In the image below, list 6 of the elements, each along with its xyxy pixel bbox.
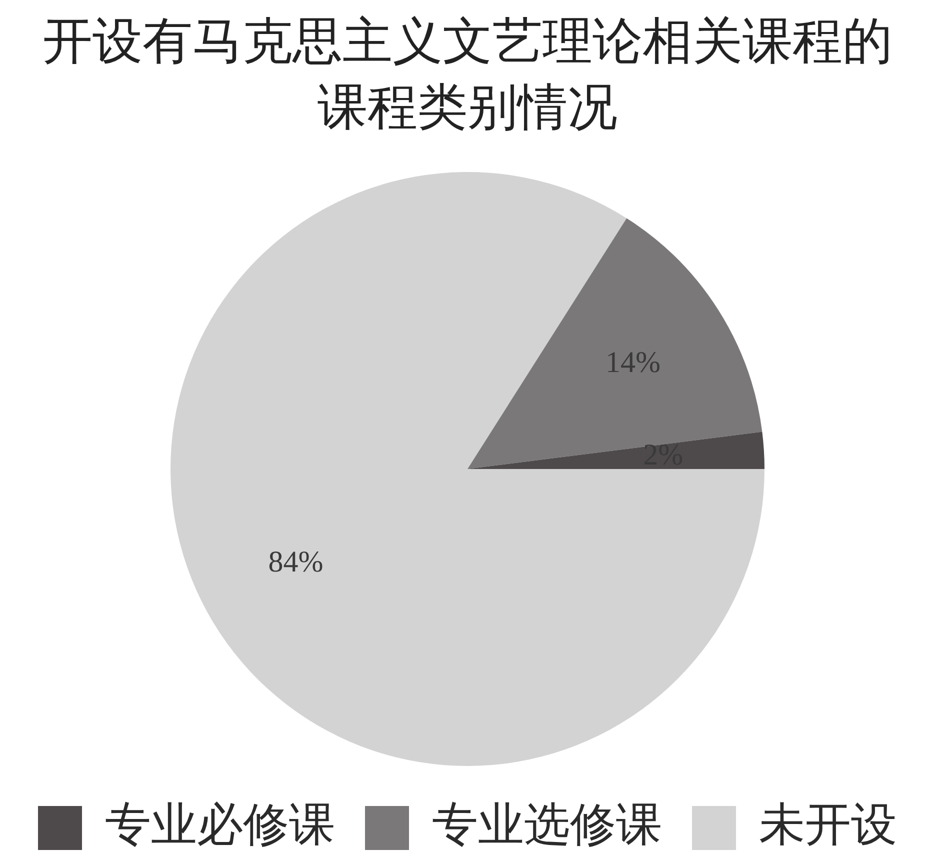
data-label: 84% xyxy=(268,545,324,578)
data-label: 14% xyxy=(606,346,661,379)
legend-label: 专业必修课 xyxy=(105,799,335,850)
legend-label: 专业选修课 xyxy=(432,799,662,850)
legend-label: 未开设 xyxy=(759,799,897,850)
chart-title: 开设有马克思主义文艺理论相关课程的课程类别情况 xyxy=(42,11,894,138)
